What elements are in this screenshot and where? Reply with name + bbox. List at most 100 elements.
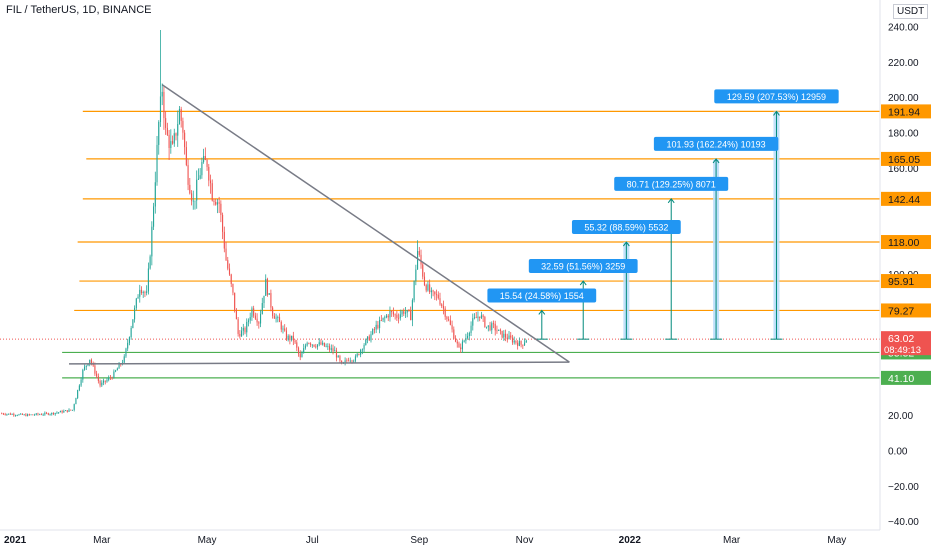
candle-body	[73, 404, 75, 410]
candle-body	[177, 124, 179, 136]
candle-body	[325, 346, 327, 348]
trend-line-support	[69, 361, 570, 365]
candle-body	[296, 342, 298, 348]
candle-body	[46, 412, 48, 414]
candle-body	[111, 377, 113, 379]
candle-body	[241, 330, 243, 337]
candle-body	[282, 328, 284, 330]
candle-body	[486, 326, 488, 328]
last-price-badge	[881, 331, 931, 356]
target-label-box	[714, 89, 839, 104]
currency-selector[interactable]: USDT	[893, 4, 929, 19]
candle-body	[263, 295, 265, 304]
target-arrow-head	[579, 280, 587, 286]
candle-body	[429, 284, 431, 293]
candle-body	[297, 347, 300, 354]
candle-body	[118, 363, 120, 369]
candle-body	[151, 226, 153, 257]
candle-body	[87, 363, 89, 366]
candle-body	[387, 315, 389, 318]
candle-body	[199, 175, 201, 179]
candle-body	[25, 414, 27, 417]
candle-body	[147, 268, 149, 292]
candle-body	[35, 413, 37, 415]
candle-body	[16, 415, 18, 417]
price-tick-label: 20.00	[888, 411, 913, 422]
candle-body	[453, 329, 455, 339]
candle-body	[52, 412, 55, 415]
candle-body	[289, 335, 291, 341]
candle-body	[83, 366, 86, 370]
candle-body	[391, 310, 393, 313]
candle-body	[499, 329, 501, 331]
candle-body	[187, 165, 189, 185]
level-badge-label: 142.44	[888, 194, 920, 206]
level-badge-label: 165.05	[888, 154, 920, 166]
candle-body	[201, 162, 203, 176]
candle-body	[89, 359, 91, 364]
candle-body	[456, 341, 458, 344]
candle-body	[435, 294, 438, 296]
candle-body	[506, 337, 508, 340]
time-tick-label: Mar	[723, 535, 741, 546]
candle-body	[56, 412, 58, 414]
candle-body	[384, 317, 386, 319]
candle-body	[403, 311, 405, 314]
candle-body	[517, 342, 519, 346]
candle-body	[427, 284, 429, 291]
candle-body	[439, 298, 441, 305]
candle-body	[171, 141, 174, 144]
candle-body	[329, 346, 331, 350]
candle-body	[515, 340, 517, 343]
candle-body	[430, 290, 432, 293]
countdown-label: 08:49:13	[884, 345, 921, 356]
candle-body	[109, 377, 111, 379]
candle-body	[256, 318, 258, 323]
candle-body	[351, 360, 353, 362]
candle-body	[472, 318, 474, 326]
target-label: 101.93 (162.24%) 10193	[667, 139, 766, 149]
candle-body	[144, 292, 146, 293]
candle-body	[206, 159, 208, 167]
candle-body	[339, 355, 341, 361]
candle-body	[313, 344, 315, 347]
candle-body	[268, 293, 270, 295]
candle-body	[470, 325, 472, 333]
candle-body	[13, 414, 15, 416]
candle-body	[154, 182, 156, 207]
candle-body	[468, 332, 470, 336]
candle-body	[96, 373, 98, 377]
candle-body	[80, 379, 82, 386]
candle-body	[204, 155, 206, 160]
candle-body	[473, 317, 476, 319]
level-badge	[881, 370, 931, 385]
candle-body	[170, 141, 172, 148]
candle-body	[270, 293, 272, 308]
candle-body	[168, 134, 170, 148]
candle-body	[58, 412, 60, 414]
candle-body	[320, 342, 322, 345]
candle-body	[20, 413, 22, 415]
candle-body	[149, 256, 151, 269]
candle-body	[458, 343, 460, 348]
candle-body	[287, 335, 289, 340]
candle-body	[299, 353, 301, 358]
candle-body	[344, 360, 346, 363]
candle-body	[404, 312, 407, 314]
candle-body	[463, 340, 465, 342]
candle-body	[275, 317, 277, 319]
candle-body	[159, 96, 162, 122]
candle-body	[446, 316, 448, 320]
candle-body	[482, 315, 484, 318]
price-tick-label: 200.00	[888, 93, 919, 104]
candle-body	[406, 310, 408, 313]
candle-body	[356, 354, 358, 357]
candle-body	[42, 414, 44, 416]
candle-body	[59, 411, 61, 413]
time-tick-label: Sep	[410, 535, 428, 546]
candle-body	[99, 380, 101, 386]
time-tick-label: 2021	[4, 535, 27, 546]
candle-body	[146, 291, 148, 293]
